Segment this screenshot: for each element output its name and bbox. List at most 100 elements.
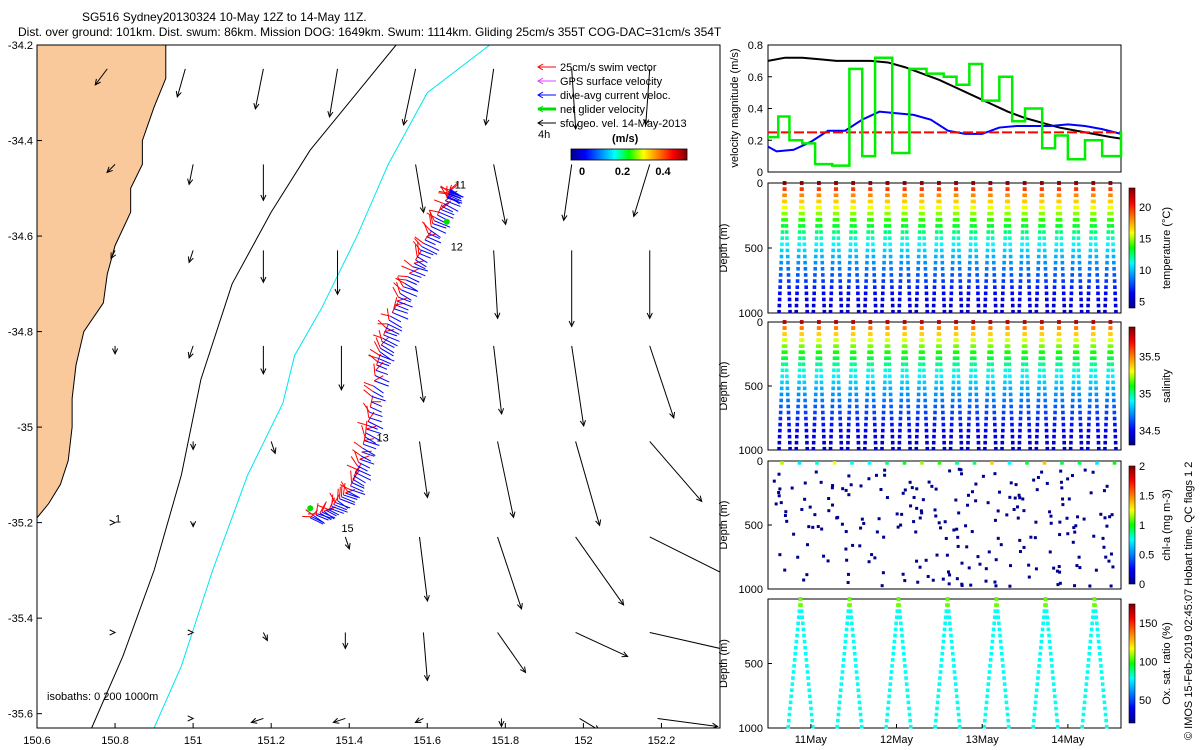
scatter-marker <box>845 446 850 451</box>
colorbar-tick: 10 <box>1139 265 1151 277</box>
scatter-marker <box>812 285 817 289</box>
scatter-marker <box>968 392 972 397</box>
y-tick-label: 0 <box>757 456 763 468</box>
scatter-marker <box>905 380 910 385</box>
scatter-marker <box>1071 236 1076 240</box>
scatter-marker <box>780 236 785 240</box>
scatter-marker <box>941 291 946 296</box>
scatter-marker <box>1060 386 1064 391</box>
scatter-marker <box>952 230 956 234</box>
scatter-marker <box>938 676 942 680</box>
scatter-marker <box>869 199 873 204</box>
scatter-marker <box>1061 279 1065 283</box>
geo-velocity-arrow <box>190 441 197 451</box>
scatter-marker <box>1077 392 1082 397</box>
scatter-marker <box>985 688 990 693</box>
scatter-marker <box>908 440 912 445</box>
arrow-head <box>621 651 629 658</box>
scatter-marker <box>919 509 923 513</box>
scatter-marker <box>937 199 942 204</box>
scatter-marker <box>888 248 893 253</box>
scatter-marker <box>1087 416 1091 421</box>
scatter-marker <box>1070 410 1075 415</box>
scatter-marker <box>933 410 937 415</box>
scatter-marker <box>902 658 907 662</box>
scatter-marker <box>1077 267 1082 271</box>
scatter-marker <box>786 724 791 729</box>
scatter-marker <box>1003 230 1008 234</box>
scatter-marker <box>831 248 835 253</box>
scatter-marker <box>822 303 826 308</box>
scatter-marker <box>1091 187 1096 191</box>
scatter-marker <box>856 428 860 433</box>
scatter-marker <box>1007 211 1011 216</box>
y-tick-label: -35.6 <box>8 709 33 721</box>
scatter-marker <box>1023 205 1028 210</box>
scatter-marker <box>819 230 823 234</box>
swim-vector <box>329 492 336 503</box>
dive-avg-current-vector <box>418 252 431 259</box>
arrow-shaft <box>110 250 116 259</box>
scatter-marker <box>1062 446 1067 451</box>
scatter-marker <box>970 211 974 216</box>
scatter-marker <box>1070 474 1074 478</box>
scatter-marker <box>976 297 980 302</box>
scatter-marker <box>1091 193 1096 198</box>
scatter-marker <box>951 254 955 259</box>
scatter-marker <box>870 356 874 361</box>
scatter-marker <box>918 224 922 228</box>
scatter-marker <box>969 368 973 373</box>
scatter-marker <box>910 486 914 490</box>
scatter-marker <box>992 279 997 283</box>
scatter-marker <box>855 279 860 283</box>
scatter-marker <box>803 481 807 485</box>
scatter-marker <box>1111 242 1115 247</box>
scatter-marker <box>833 205 837 210</box>
arrow-head <box>483 119 490 127</box>
scatter-marker <box>923 404 928 409</box>
scatter-marker <box>915 487 919 491</box>
scatter-marker <box>881 410 886 415</box>
scatter-marker <box>777 297 782 302</box>
scatter-marker <box>784 224 789 228</box>
scatter-marker <box>1103 516 1107 520</box>
scatter-marker <box>1007 362 1012 367</box>
scatter-marker <box>903 344 908 348</box>
scatter-marker <box>1057 199 1062 204</box>
scatter-marker <box>955 527 959 531</box>
scatter-marker <box>1001 285 1005 289</box>
swim-vector <box>339 484 350 490</box>
scatter-marker <box>900 639 905 644</box>
scatter-marker <box>1041 615 1046 620</box>
scatter-marker <box>863 297 868 302</box>
scatter-marker <box>1112 461 1117 465</box>
scatter-marker <box>774 502 778 506</box>
scatter-marker <box>1111 386 1116 391</box>
scatter-marker <box>805 670 810 674</box>
scatter-marker <box>1003 688 1008 693</box>
scatter-marker <box>920 326 924 330</box>
scatter-marker <box>952 224 957 228</box>
arrow-head <box>338 384 345 392</box>
swim-vector <box>378 330 383 342</box>
scatter-marker <box>822 446 827 451</box>
dive-avg-current-vector <box>424 239 436 246</box>
scatter-marker <box>1073 584 1077 588</box>
scatter-marker <box>788 700 793 705</box>
scatter-marker <box>834 187 839 191</box>
scatter-marker <box>1009 279 1014 283</box>
scatter-marker <box>866 374 870 379</box>
scatter-marker <box>889 410 894 415</box>
scatter-marker <box>968 386 973 391</box>
scatter-marker <box>976 446 981 451</box>
scatter-marker <box>897 309 901 314</box>
scatter-marker <box>990 224 995 228</box>
scatter-marker <box>779 501 783 505</box>
scatter-marker <box>1043 410 1048 415</box>
scatter-marker <box>931 309 936 314</box>
geo-velocity-arrow <box>253 68 264 111</box>
scatter-marker <box>1054 248 1058 253</box>
swim-vector <box>403 259 413 268</box>
scatter-marker <box>1028 309 1032 314</box>
scatter-marker <box>1061 416 1065 421</box>
